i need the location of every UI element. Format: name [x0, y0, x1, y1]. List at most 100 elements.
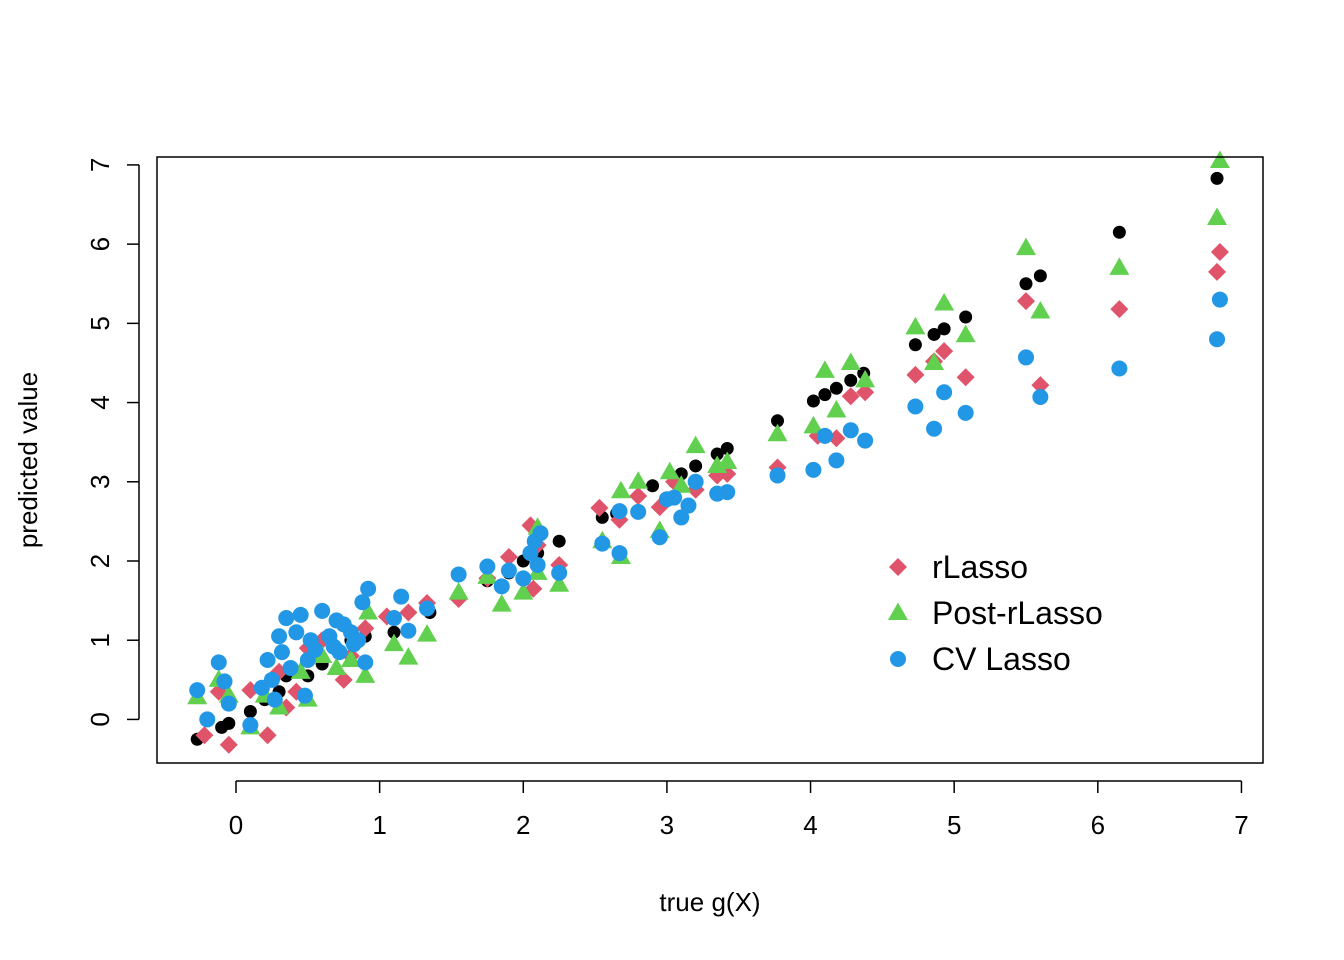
data-point: [450, 566, 467, 583]
data-point: [340, 649, 361, 668]
data-point: [312, 645, 333, 664]
data-point: [271, 628, 288, 645]
data-point: [448, 582, 469, 600]
data-point: [477, 566, 498, 584]
x-tick-label: 4: [803, 810, 817, 840]
data-point: [1033, 269, 1047, 283]
data-point: [1208, 262, 1227, 281]
legend-item: Post-rLasso: [888, 595, 1103, 631]
data-point: [399, 603, 418, 622]
data-point: [258, 726, 277, 745]
data-point: [906, 365, 925, 384]
x-axis: 0 1 2 3 4 5 6 7: [229, 780, 1249, 840]
data-point: [384, 633, 404, 652]
x-tick-label: 6: [1091, 810, 1105, 840]
data-point: [1030, 300, 1051, 319]
data-point: [290, 661, 311, 679]
data-point: [358, 601, 379, 620]
data-point: [666, 489, 683, 506]
data-point: [689, 459, 703, 473]
data-point: [1032, 389, 1049, 406]
data-point: [1016, 237, 1036, 256]
data-point: [907, 398, 924, 415]
x-axis-title: true g(X): [659, 887, 760, 917]
data-point: [1211, 291, 1228, 308]
data-point: [393, 588, 410, 605]
x-tick-label: 2: [516, 810, 530, 840]
data-point: [1019, 277, 1033, 291]
data-point: [398, 647, 419, 665]
legend-marker: [889, 558, 907, 576]
x-tick-label: 5: [947, 810, 961, 840]
x-tick-label: 1: [372, 810, 386, 840]
data-point: [210, 654, 227, 671]
data-point: [828, 452, 845, 469]
data-point: [513, 582, 534, 600]
legend-label: CV Lasso: [932, 641, 1071, 677]
data-point: [717, 451, 738, 469]
data-point: [908, 338, 922, 352]
data-point: [719, 484, 736, 501]
data-point: [842, 422, 859, 439]
legend-item: rLasso: [889, 549, 1028, 585]
data-point: [855, 369, 876, 388]
data-point: [936, 384, 953, 401]
data-point: [314, 602, 331, 619]
data-point: [357, 654, 374, 671]
data-point: [278, 610, 295, 627]
legend-label: Post-rLasso: [932, 595, 1103, 631]
data-point: [1210, 243, 1229, 262]
data-point: [243, 705, 257, 719]
data-point: [500, 562, 517, 579]
data-point: [687, 473, 704, 490]
data-point: [926, 420, 943, 437]
legend-item: CV Lasso: [890, 641, 1071, 677]
data-point: [935, 342, 954, 361]
data-point: [934, 293, 955, 311]
data-point: [219, 735, 238, 754]
data-point: [611, 545, 628, 562]
data-point: [840, 352, 861, 370]
data-point: [659, 461, 680, 480]
data-point: [216, 673, 233, 690]
data-point: [767, 423, 788, 442]
data-point: [532, 525, 549, 542]
data-point: [905, 316, 926, 335]
data-point: [769, 467, 786, 484]
y-tick-label: 3: [85, 475, 115, 489]
data-point: [829, 381, 843, 395]
data-point: [803, 415, 824, 434]
data-point: [611, 503, 628, 520]
data-point: [529, 556, 546, 573]
data-point: [1110, 300, 1129, 319]
data-point: [680, 497, 697, 514]
data-point: [491, 594, 512, 612]
y-tick-label: 4: [85, 395, 115, 409]
data-point: [549, 574, 570, 592]
data-point: [259, 652, 276, 669]
data-point: [1017, 292, 1035, 311]
y-axis-title: predicted value: [13, 372, 43, 548]
legend: rLasso Post-rLasso CV Lasso: [888, 549, 1103, 677]
data-point: [771, 414, 785, 428]
data-point: [594, 535, 611, 552]
data-point: [331, 644, 348, 661]
data-point: [266, 691, 283, 708]
data-point: [685, 435, 706, 454]
data-point: [326, 657, 347, 675]
data-point: [417, 624, 438, 642]
data-point: [806, 394, 820, 408]
data-point: [628, 471, 649, 489]
data-point: [479, 558, 496, 575]
data-point: [493, 578, 510, 595]
data-point: [400, 622, 417, 639]
data-point: [195, 726, 214, 745]
data-point: [857, 432, 874, 449]
data-point: [1018, 349, 1034, 366]
points-layer: [187, 150, 1230, 754]
data-point: [242, 716, 259, 733]
data-point: [292, 606, 309, 623]
data-point: [355, 665, 376, 683]
data-point: [720, 442, 734, 456]
data-point: [307, 641, 323, 658]
